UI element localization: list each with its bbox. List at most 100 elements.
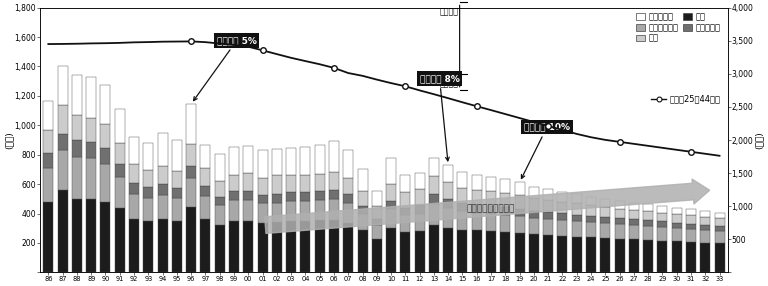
Bar [315, 174, 325, 190]
Bar [129, 137, 139, 164]
Bar [429, 158, 439, 176]
Bar [358, 206, 368, 214]
Bar [614, 208, 624, 219]
Bar [415, 205, 425, 214]
Bar [58, 134, 68, 150]
Bar [529, 187, 539, 198]
Bar [144, 170, 154, 187]
Bar [614, 224, 624, 239]
Bar [429, 204, 439, 225]
Bar [400, 175, 410, 192]
Bar [714, 213, 724, 219]
Bar [629, 239, 639, 272]
Bar [358, 191, 368, 206]
Bar [300, 192, 310, 201]
Bar [515, 209, 525, 217]
Bar [157, 133, 167, 166]
Bar [315, 145, 325, 174]
Bar [200, 186, 210, 196]
Bar [672, 228, 682, 241]
Bar [272, 202, 282, 222]
Bar [43, 101, 53, 130]
Bar [400, 208, 410, 215]
Bar [144, 221, 154, 272]
Bar [529, 210, 539, 218]
Bar [700, 217, 710, 225]
Bar [172, 188, 182, 198]
Bar [257, 195, 267, 203]
Bar [172, 171, 182, 188]
Bar [101, 124, 111, 148]
Bar [157, 184, 167, 195]
Bar [601, 199, 611, 207]
Bar [229, 192, 239, 200]
Bar [558, 202, 568, 213]
Bar [58, 150, 68, 190]
Bar [601, 217, 611, 223]
Bar [215, 205, 225, 225]
Bar [458, 172, 468, 188]
Bar [329, 141, 339, 172]
Bar [358, 214, 368, 231]
Bar [486, 177, 496, 192]
Bar [186, 166, 196, 178]
Bar [286, 148, 296, 175]
Bar [629, 203, 639, 210]
Bar [500, 232, 510, 272]
Legend: 人口（25～44歳）: 人口（25～44歳） [648, 91, 724, 107]
Text: 消費増税 8%: 消費増税 8% [419, 74, 459, 161]
Bar [101, 85, 111, 124]
Bar [458, 230, 468, 272]
Bar [443, 165, 453, 182]
Bar [72, 140, 82, 157]
Bar [515, 217, 525, 233]
Bar [229, 221, 239, 272]
Bar [243, 192, 253, 200]
Bar [643, 204, 653, 211]
Bar [329, 220, 339, 272]
Bar [215, 154, 225, 181]
Bar [486, 214, 496, 231]
Bar [672, 241, 682, 272]
Bar [129, 219, 139, 272]
Bar [386, 184, 396, 201]
Text: 消費増税 5%: 消費増税 5% [194, 36, 257, 101]
Bar [629, 210, 639, 219]
Bar [386, 201, 396, 209]
Bar [386, 209, 396, 227]
Bar [72, 199, 82, 272]
Bar [186, 178, 196, 207]
Bar [144, 187, 154, 198]
Bar [400, 192, 410, 208]
Bar [329, 172, 339, 190]
Bar [601, 207, 611, 217]
Bar [358, 231, 368, 272]
Bar [101, 164, 111, 202]
Bar [429, 225, 439, 272]
Bar [458, 203, 468, 211]
Bar [157, 195, 167, 219]
Bar [200, 145, 210, 168]
Bar [558, 220, 568, 236]
Text: （右軸）: （右軸） [439, 79, 458, 88]
Bar [700, 211, 710, 217]
Bar [243, 200, 253, 221]
Bar [714, 219, 724, 226]
Bar [86, 158, 96, 199]
Bar [286, 221, 296, 272]
Bar [343, 150, 353, 178]
Bar [114, 143, 124, 164]
Bar [657, 213, 667, 221]
Bar [614, 201, 624, 208]
Bar [215, 225, 225, 272]
Bar [257, 178, 267, 195]
Bar [315, 200, 325, 220]
Bar [300, 147, 310, 175]
Bar [700, 225, 710, 230]
Bar [101, 148, 111, 164]
Bar [543, 200, 553, 212]
Bar [429, 176, 439, 194]
Y-axis label: (千戸): (千戸) [4, 131, 13, 149]
Bar [329, 199, 339, 220]
Bar [657, 221, 667, 227]
